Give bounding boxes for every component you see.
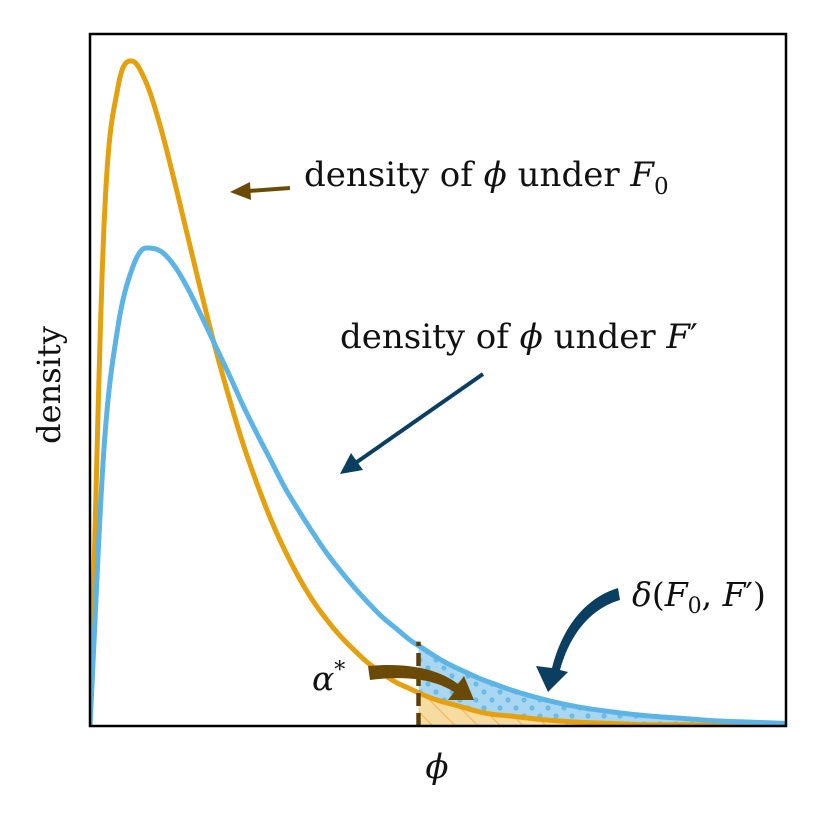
series-line-fprime [90,245,786,726]
annotation-f0-text: density of ϕ under F0 [304,155,669,200]
alpha-arrow [368,664,474,700]
fprime-arrow [340,372,485,474]
delta-region [418,645,786,726]
x-axis-label: ϕ [425,747,448,787]
f0-arrow [230,182,291,200]
series-line-f0 [90,58,786,726]
plot-frame [88,32,788,728]
annotation-delta-text: δ(F0, F′) [632,575,766,619]
annotation-alpha-text: α* [312,658,345,698]
delta-arrow [536,588,620,692]
y-axis-label: density [30,326,68,444]
annotation-fprime-text: density of ϕ under F′ [340,317,698,357]
